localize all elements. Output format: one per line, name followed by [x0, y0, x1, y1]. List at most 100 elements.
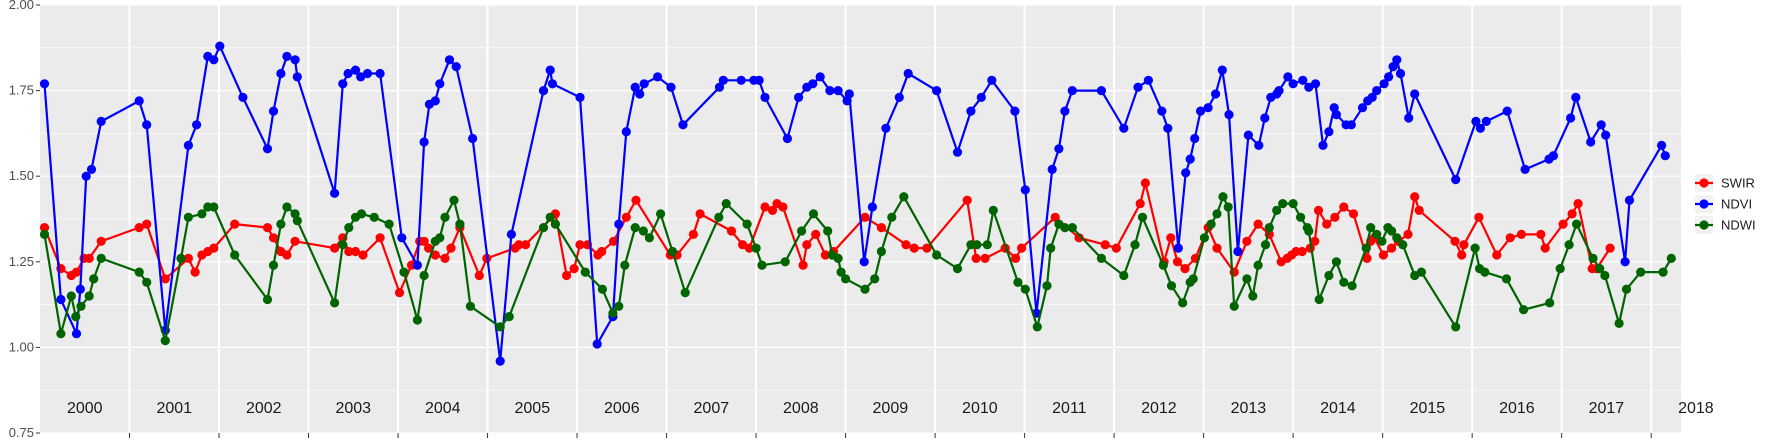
data-point: [1346, 120, 1356, 130]
data-point: [56, 329, 66, 339]
legend-item-swir: SWIR: [1695, 174, 1755, 192]
data-point: [1166, 233, 1176, 243]
data-point: [1571, 92, 1581, 102]
legend-marker: [1699, 178, 1709, 188]
series-ndvi: [39, 41, 1670, 366]
data-point: [876, 223, 887, 233]
data-point: [1470, 243, 1480, 253]
data-point: [375, 233, 385, 243]
year-label: 2017: [1589, 400, 1625, 417]
data-point: [176, 253, 186, 263]
data-point: [545, 65, 555, 75]
data-point: [330, 298, 340, 308]
data-point: [290, 55, 300, 65]
data-point: [644, 233, 655, 243]
data-point: [870, 274, 880, 284]
data-point: [630, 223, 640, 233]
legend-marker: [1699, 199, 1709, 209]
data-point: [1310, 236, 1320, 246]
year-label: 2009: [873, 400, 909, 417]
data-point: [183, 212, 193, 222]
data-point: [397, 233, 407, 243]
data-point: [621, 127, 631, 137]
data-point: [972, 240, 982, 250]
year-label: 2015: [1410, 400, 1446, 417]
data-point: [76, 301, 86, 311]
data-point: [209, 55, 219, 65]
data-point: [1414, 205, 1424, 215]
data-point: [899, 192, 909, 202]
data-point: [330, 243, 340, 253]
data-point: [1206, 219, 1216, 229]
data-point: [262, 223, 273, 233]
data-point: [1054, 144, 1064, 154]
data-point: [230, 250, 240, 260]
data-point: [1050, 212, 1060, 222]
data-point: [744, 243, 755, 253]
series-swir: [39, 178, 1615, 298]
data-point: [575, 240, 585, 250]
year-label: 2016: [1499, 400, 1535, 417]
data-point: [142, 277, 152, 287]
data-point: [1601, 130, 1611, 140]
data-point: [760, 92, 770, 102]
data-point: [932, 250, 942, 260]
data-point: [842, 96, 852, 106]
data-point: [798, 260, 808, 270]
data-point: [1451, 322, 1461, 332]
data-point: [238, 92, 248, 102]
data-point: [1347, 281, 1357, 291]
data-point: [901, 240, 911, 250]
data-point: [1357, 103, 1368, 113]
data-point: [71, 329, 82, 339]
data-point: [666, 82, 676, 92]
x-axis-ticks: [129, 433, 1652, 438]
data-point: [419, 137, 429, 147]
data-point: [825, 86, 835, 96]
data-point: [435, 233, 445, 243]
data-point: [656, 209, 666, 219]
legend-label: SWIR: [1721, 176, 1755, 191]
data-point: [962, 195, 972, 205]
legend-marker: [1699, 220, 1709, 230]
data-point: [1011, 253, 1021, 263]
data-point: [1143, 75, 1153, 85]
data-point: [1158, 260, 1168, 270]
data-point: [495, 356, 505, 366]
data-point: [887, 212, 897, 222]
data-point: [282, 202, 292, 212]
data-point: [209, 243, 219, 253]
data-point: [820, 250, 831, 260]
data-point: [688, 229, 699, 239]
data-point: [89, 274, 99, 284]
data-point: [1096, 253, 1106, 263]
data-point: [1096, 86, 1106, 96]
data-point: [1492, 250, 1502, 260]
data-point: [823, 226, 833, 236]
data-point: [932, 86, 942, 96]
data-point: [811, 229, 821, 239]
data-point: [980, 253, 990, 263]
data-point: [952, 147, 963, 157]
data-point: [630, 82, 640, 92]
y-tick-label: 1.00: [9, 339, 34, 354]
year-label: 2006: [604, 400, 640, 417]
data-point: [1042, 281, 1052, 291]
data-point: [1475, 123, 1485, 133]
data-point: [1180, 264, 1190, 274]
data-point: [667, 246, 678, 257]
data-point: [440, 212, 450, 222]
data-point: [1451, 175, 1461, 185]
data-point: [1505, 233, 1515, 243]
data-point: [430, 96, 440, 106]
data-point: [465, 301, 475, 311]
data-point: [268, 260, 279, 270]
data-point: [384, 219, 394, 229]
data-point: [1217, 65, 1227, 75]
data-point: [394, 288, 405, 298]
series-layer: [39, 41, 1676, 366]
data-point: [1260, 113, 1270, 123]
year-label: 2011: [1052, 400, 1087, 417]
data-point: [344, 246, 354, 257]
